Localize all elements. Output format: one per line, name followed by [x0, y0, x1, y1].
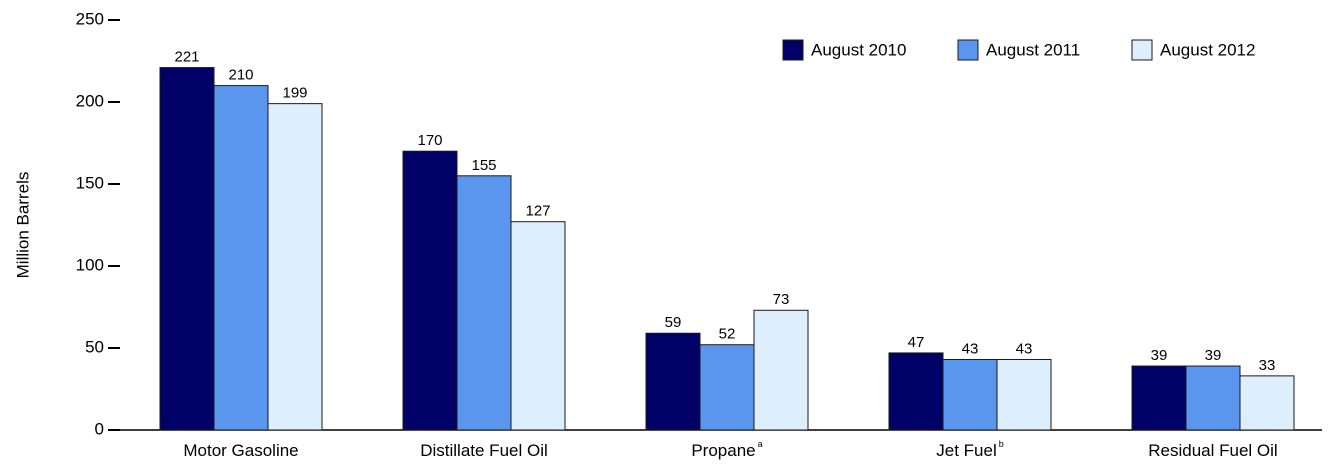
bar: [996, 358, 1052, 431]
bar: [942, 358, 998, 431]
category-name: Distillate Fuel Oil: [420, 441, 548, 460]
value-label: 39: [1151, 347, 1168, 364]
legend-label: August 2011: [986, 40, 1080, 59]
value-label: 210: [228, 67, 253, 84]
bar: [213, 85, 269, 431]
bar: [888, 352, 944, 431]
y-tick-label: 0: [95, 419, 104, 438]
y-tick-label: 150: [76, 173, 104, 192]
value-label: 73: [773, 291, 790, 308]
legend-swatch: [1131, 39, 1153, 61]
bar: [159, 67, 215, 431]
footnote-mark: a: [758, 439, 763, 449]
bar: [1131, 365, 1187, 431]
bar: [753, 309, 809, 431]
value-label: 43: [1016, 340, 1033, 357]
bar: [267, 103, 323, 431]
category-name: Residual Fuel Oil: [1148, 441, 1277, 460]
y-tick-label: 100: [76, 255, 104, 274]
legend-label: August 2010: [811, 40, 906, 59]
x-tick-label: Jet Fuel b: [936, 439, 1004, 460]
category-name: Propane: [691, 441, 755, 460]
x-tick-label: Propane a: [691, 439, 762, 460]
value-label: 127: [525, 203, 550, 220]
y-tick-label: 250: [76, 9, 104, 28]
value-label: 155: [471, 157, 496, 174]
footnote-mark: b: [999, 439, 1004, 449]
value-label: 47: [908, 334, 925, 351]
x-tick-label: Residual Fuel Oil: [1148, 441, 1277, 460]
y-axis-label: Million Barrels: [13, 172, 32, 279]
bar: [402, 150, 458, 431]
y-tick-label: 200: [76, 91, 104, 110]
bar: [1239, 375, 1295, 431]
y-tick-label: 50: [85, 337, 104, 356]
legend-label: August 2012: [1160, 40, 1255, 59]
value-label: 33: [1259, 357, 1276, 374]
value-label: 52: [719, 326, 736, 343]
bar: [645, 332, 701, 431]
bar: [699, 344, 755, 431]
bar: [1185, 365, 1241, 431]
category-name: Jet Fuel: [936, 441, 996, 460]
legend-swatch: [957, 39, 979, 61]
legend-swatch: [782, 39, 804, 61]
value-label: 43: [962, 340, 979, 357]
x-tick-label: Distillate Fuel Oil: [420, 441, 548, 460]
bar: [456, 175, 512, 431]
bar: [510, 221, 566, 431]
value-label: 199: [282, 85, 307, 102]
value-label: 170: [417, 132, 442, 149]
category-name: Motor Gasoline: [183, 441, 298, 460]
value-label: 221: [174, 49, 199, 66]
x-tick-label: Motor Gasoline: [183, 441, 298, 460]
value-label: 59: [665, 314, 682, 331]
value-label: 39: [1205, 347, 1222, 364]
